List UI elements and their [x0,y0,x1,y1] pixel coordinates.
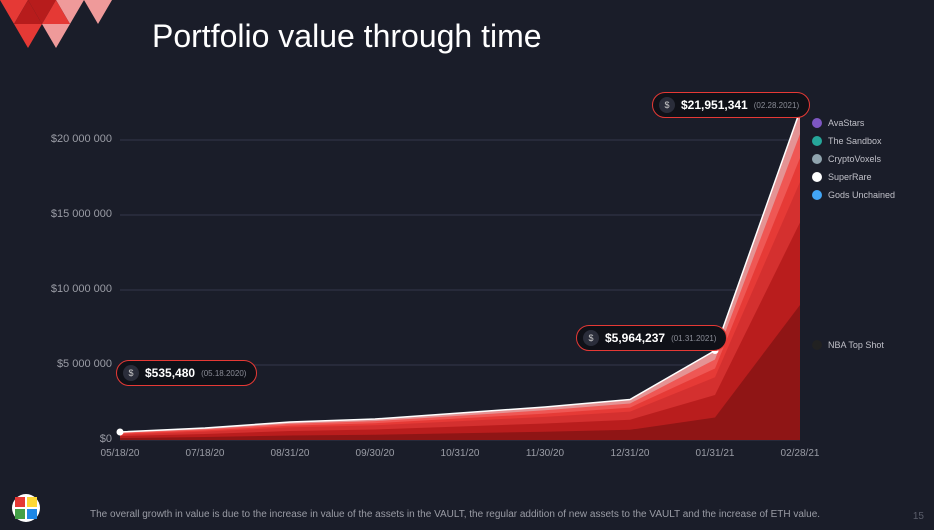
legend-item: SuperRare [812,172,922,182]
legend-dot-icon [812,340,822,350]
x-axis-tick-label: 05/18/20 [90,448,150,459]
legend-label: SuperRare [828,172,872,182]
legend-label: CryptoVoxels [828,154,881,164]
slide: Portfolio value through time $0 $5 000 00… [0,0,934,530]
legend-dot-icon [812,136,822,146]
legend-item: NBA Top Shot [812,340,922,350]
x-axis-tick-label: 09/30/20 [345,448,405,459]
legend-label: AvaStars [828,118,864,128]
x-axis-tick-label: 08/31/20 [260,448,320,459]
callout-value: $5,964,237 [605,331,665,345]
x-axis-tick-label: 07/18/20 [175,448,235,459]
area-chart [40,100,800,470]
legend-label: The Sandbox [828,136,882,146]
legend-item: The Sandbox [812,136,922,146]
callout-date: (02.28.2021) [754,101,799,110]
chart-area: $0 $5 000 000 $10 000 000 $15 000 000 $20 00… [40,100,800,470]
money-bag-icon: $ [659,97,675,113]
legend-label: Gods Unchained [828,190,895,200]
legend-label: NBA Top Shot [828,340,884,350]
value-callout: $ $21,951,341 (02.28.2021) [652,92,810,118]
callout-value: $535,480 [145,366,195,380]
y-axis-tick-label: $10 000 000 [40,283,112,295]
legend: AvaStars The Sandbox CryptoVoxels SuperRare… [812,118,922,358]
x-axis-tick-label: 11/30/20 [515,448,575,459]
x-axis-tick-label: 01/31/21 [685,448,745,459]
legend-dot-icon [812,172,822,182]
money-bag-icon: $ [123,365,139,381]
legend-dot-icon [812,190,822,200]
legend-dot-icon [812,118,822,128]
x-axis-tick-label: 12/31/20 [600,448,660,459]
callout-date: (01.31.2021) [671,334,716,343]
y-axis-tick-label: $20 000 000 [40,133,112,145]
x-axis-tick-label: 10/31/20 [430,448,490,459]
y-axis-tick-label: $0 [40,433,112,445]
page-number: 15 [913,511,924,522]
header-triangles-icon [0,0,150,60]
value-callout: $ $5,964,237 (01.31.2021) [576,325,727,351]
callout-value: $21,951,341 [681,98,748,112]
legend-dot-icon [812,154,822,164]
legend-item: AvaStars [812,118,922,128]
y-axis-tick-label: $5 000 000 [40,358,112,370]
money-bag-icon: $ [583,330,599,346]
footnote: The overall growth in value is due to th… [90,509,820,520]
x-axis-tick-label: 02/28/21 [770,448,830,459]
callout-date: (05.18.2020) [201,369,246,378]
value-callout: $ $535,480 (05.18.2020) [116,360,257,386]
legend-item: Gods Unchained [812,190,922,200]
page-title: Portfolio value through time [152,18,542,55]
y-axis-tick-label: $15 000 000 [40,208,112,220]
corner-logo-icon [12,494,40,522]
legend-item: CryptoVoxels [812,154,922,164]
